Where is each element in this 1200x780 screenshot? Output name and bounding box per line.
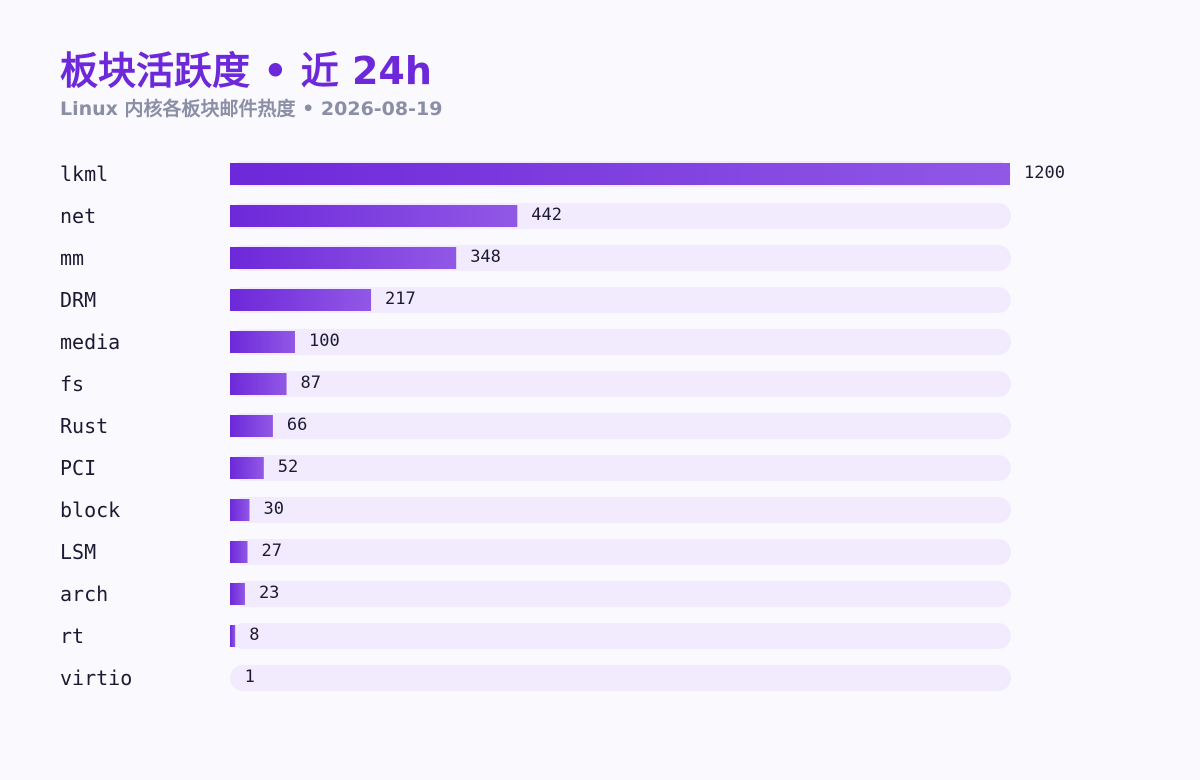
value-label: 27 <box>262 541 282 561</box>
bar-row: LSM 27 <box>60 539 1011 565</box>
value-label: 8 <box>249 625 259 645</box>
bar <box>230 583 245 605</box>
bar-row: Rust 66 <box>60 413 1011 439</box>
value-label: 348 <box>470 247 501 267</box>
category-label: lkml <box>60 162 108 186</box>
bar-row: lkml 1200 <box>60 161 1065 187</box>
bar-row: arch 23 <box>60 581 1011 607</box>
category-label: LSM <box>60 540 96 564</box>
bar-track <box>230 413 1011 439</box>
value-label: 30 <box>264 499 284 519</box>
bar <box>230 499 250 521</box>
bar <box>230 457 264 479</box>
category-label: PCI <box>60 456 96 480</box>
bar <box>230 541 248 563</box>
category-label: Rust <box>60 414 108 438</box>
bar-track <box>230 329 1011 355</box>
bar-track <box>230 665 1011 691</box>
value-label: 52 <box>278 457 298 477</box>
bar <box>230 163 1010 185</box>
category-label: arch <box>60 582 108 606</box>
value-label: 442 <box>531 205 562 225</box>
bar-row: rt 8 <box>60 623 1011 649</box>
bar-track <box>230 497 1011 523</box>
chart-title: 板块活跃度 • 近 24h <box>60 49 432 93</box>
category-label: block <box>60 498 120 522</box>
bar-track <box>230 371 1011 397</box>
bar-row: media 100 <box>60 329 1011 355</box>
bar-row: DRM 217 <box>60 287 1011 313</box>
category-label: fs <box>60 372 84 396</box>
chart-subtitle: Linux 内核各板块邮件热度 • 2026-08-19 <box>60 98 443 120</box>
category-label: mm <box>60 246 84 270</box>
value-label: 66 <box>287 415 307 435</box>
value-label: 1 <box>245 667 255 687</box>
bar <box>230 289 372 311</box>
category-label: media <box>60 330 120 354</box>
bar-track <box>230 623 1011 649</box>
bar-row: virtio 1 <box>60 665 1011 691</box>
bar-row: PCI 52 <box>60 455 1011 481</box>
value-label: 23 <box>259 583 279 603</box>
category-label: rt <box>60 624 84 648</box>
bar-row: fs 87 <box>60 371 1011 397</box>
category-label: net <box>60 204 96 228</box>
bar <box>230 205 518 227</box>
category-label: DRM <box>60 288 96 312</box>
value-label: 217 <box>385 289 416 309</box>
bar-track <box>230 539 1011 565</box>
bar <box>230 415 273 437</box>
bar-row: net 442 <box>60 203 1011 229</box>
bar-track <box>230 287 1011 313</box>
value-label: 1200 <box>1024 163 1065 183</box>
bar <box>230 247 457 269</box>
bar-row: mm 348 <box>60 245 1011 271</box>
value-label: 100 <box>309 331 340 351</box>
bar-track <box>230 455 1011 481</box>
bar <box>230 625 236 647</box>
bar <box>230 373 287 395</box>
bar-track <box>230 581 1011 607</box>
category-label: virtio <box>60 666 132 690</box>
bar <box>230 331 295 353</box>
value-label: 87 <box>301 373 321 393</box>
bar-row: block 30 <box>60 497 1011 523</box>
